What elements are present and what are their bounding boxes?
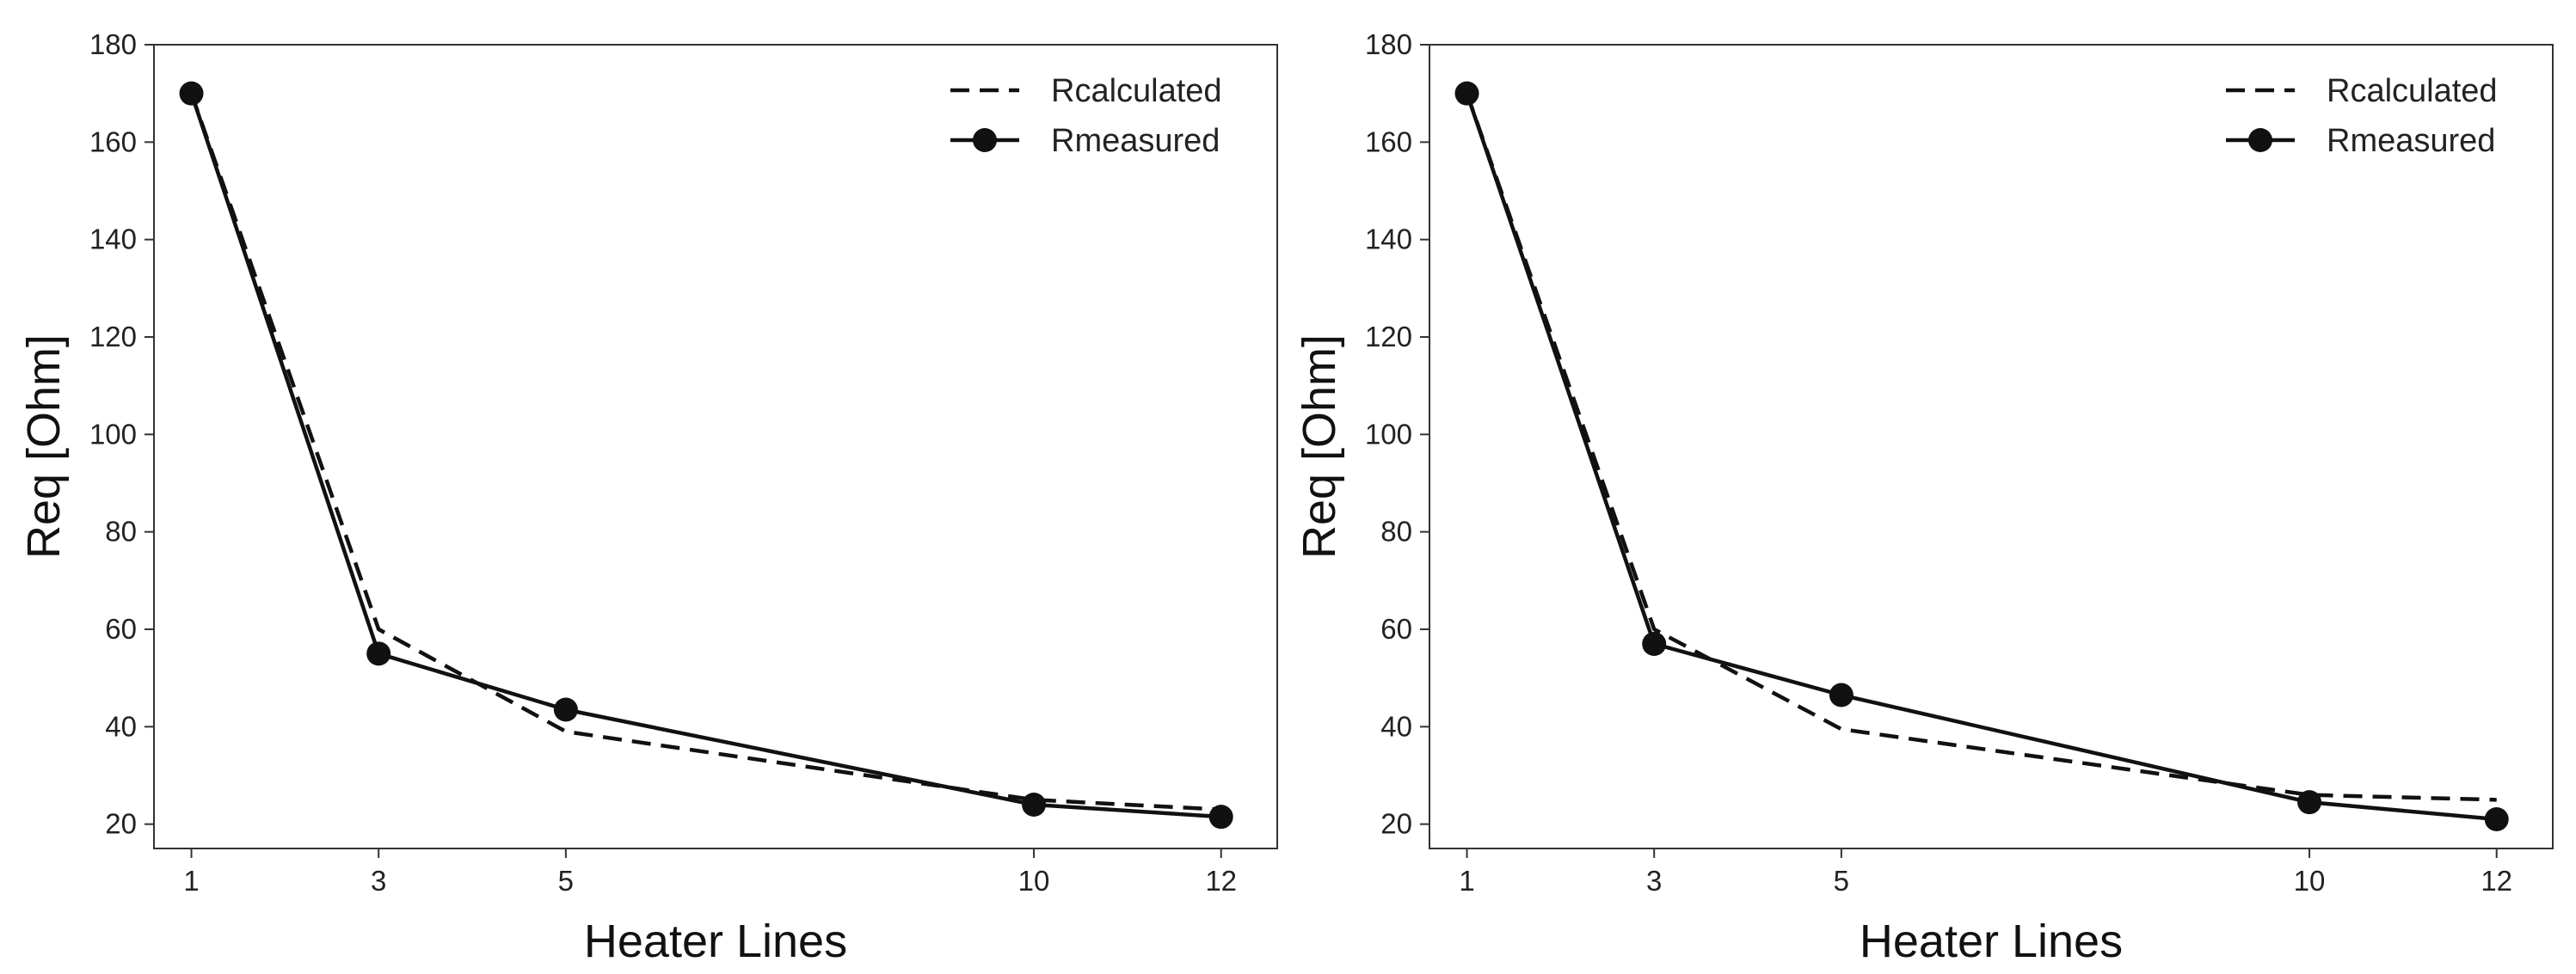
legend-label-rmeasured: Rmeasured bbox=[1051, 123, 1220, 159]
x-tick-label: 10 bbox=[2294, 865, 2326, 897]
y-tick-label: 180 bbox=[1365, 28, 1412, 60]
y-tick-label: 100 bbox=[1365, 418, 1412, 450]
y-tick-label: 140 bbox=[1365, 224, 1412, 255]
series-line-rmeasured bbox=[1465, 92, 2497, 822]
data-point-rmeasured bbox=[2484, 807, 2509, 831]
data-point-rmeasured bbox=[2297, 790, 2322, 815]
y-tick-label: 20 bbox=[1380, 808, 1412, 840]
chart-right: 20 40 60 80 100 120 140 160 180 1 3 5 10 12 Heater Lin… bbox=[1294, 28, 2554, 967]
data-point-rmeasured bbox=[366, 641, 391, 666]
y-tick-label: 120 bbox=[89, 321, 137, 352]
data-point-rmeasured bbox=[1208, 805, 1233, 830]
data-point-rmeasured bbox=[553, 697, 578, 722]
y-tick-label: 20 bbox=[105, 808, 137, 840]
plot-area-frame bbox=[1429, 44, 2554, 849]
series-line-rmeasured bbox=[189, 92, 1221, 819]
chart-left: 20 40 60 80 100 120 140 160 180 1 3 5 10 12 Heater Lin… bbox=[18, 28, 1278, 967]
y-tick-label: 80 bbox=[105, 516, 137, 548]
legend-label-rcalculated: Rcalculated bbox=[1051, 73, 1222, 109]
x-tick-label: 12 bbox=[2481, 865, 2512, 897]
data-point-rmeasured bbox=[1829, 683, 1854, 708]
series-line-rcalculated bbox=[189, 92, 1221, 812]
series-line-rcalculated bbox=[1465, 92, 2497, 802]
x-tick-label: 5 bbox=[1834, 865, 1849, 897]
x-axis-title: Heater Lines bbox=[584, 916, 847, 967]
y-tick-label: 120 bbox=[1365, 321, 1412, 352]
data-point-rmeasured bbox=[1642, 632, 1667, 656]
data-point-rmeasured bbox=[179, 81, 204, 106]
y-tick-label: 140 bbox=[89, 224, 137, 255]
y-tick-label: 160 bbox=[1365, 126, 1412, 157]
y-axis-title: Req [Ohm] bbox=[1294, 334, 1345, 559]
y-tick-label: 40 bbox=[105, 710, 137, 742]
data-point-rmeasured bbox=[1022, 793, 1047, 817]
data-point-rmeasured bbox=[1454, 81, 1479, 106]
x-tick-label: 12 bbox=[1205, 865, 1237, 897]
x-tick-label: 5 bbox=[558, 865, 574, 897]
y-tick-label: 60 bbox=[105, 613, 137, 645]
x-tick-label: 1 bbox=[1459, 865, 1474, 897]
legend-marker-rmeasured bbox=[973, 128, 997, 152]
x-tick-label: 3 bbox=[371, 865, 386, 897]
legend-label-rmeasured: Rmeasured bbox=[2327, 123, 2495, 159]
y-tick-label: 80 bbox=[1380, 516, 1412, 548]
y-tick-label: 100 bbox=[89, 418, 137, 450]
y-tick-label: 160 bbox=[89, 126, 137, 157]
legend-marker-rmeasured bbox=[2248, 128, 2272, 152]
x-tick-label: 1 bbox=[183, 865, 199, 897]
y-tick-label: 60 bbox=[1380, 613, 1412, 645]
legend-label-rcalculated: Rcalculated bbox=[2327, 73, 2498, 109]
plot-area-frame bbox=[153, 44, 1278, 849]
y-tick-label: 180 bbox=[89, 28, 137, 60]
x-tick-label: 10 bbox=[1018, 865, 1050, 897]
y-tick-label: 40 bbox=[1380, 710, 1412, 742]
x-tick-label: 3 bbox=[1646, 865, 1662, 897]
x-axis-title: Heater Lines bbox=[1860, 916, 2123, 967]
y-axis-title: Req [Ohm] bbox=[18, 334, 70, 559]
